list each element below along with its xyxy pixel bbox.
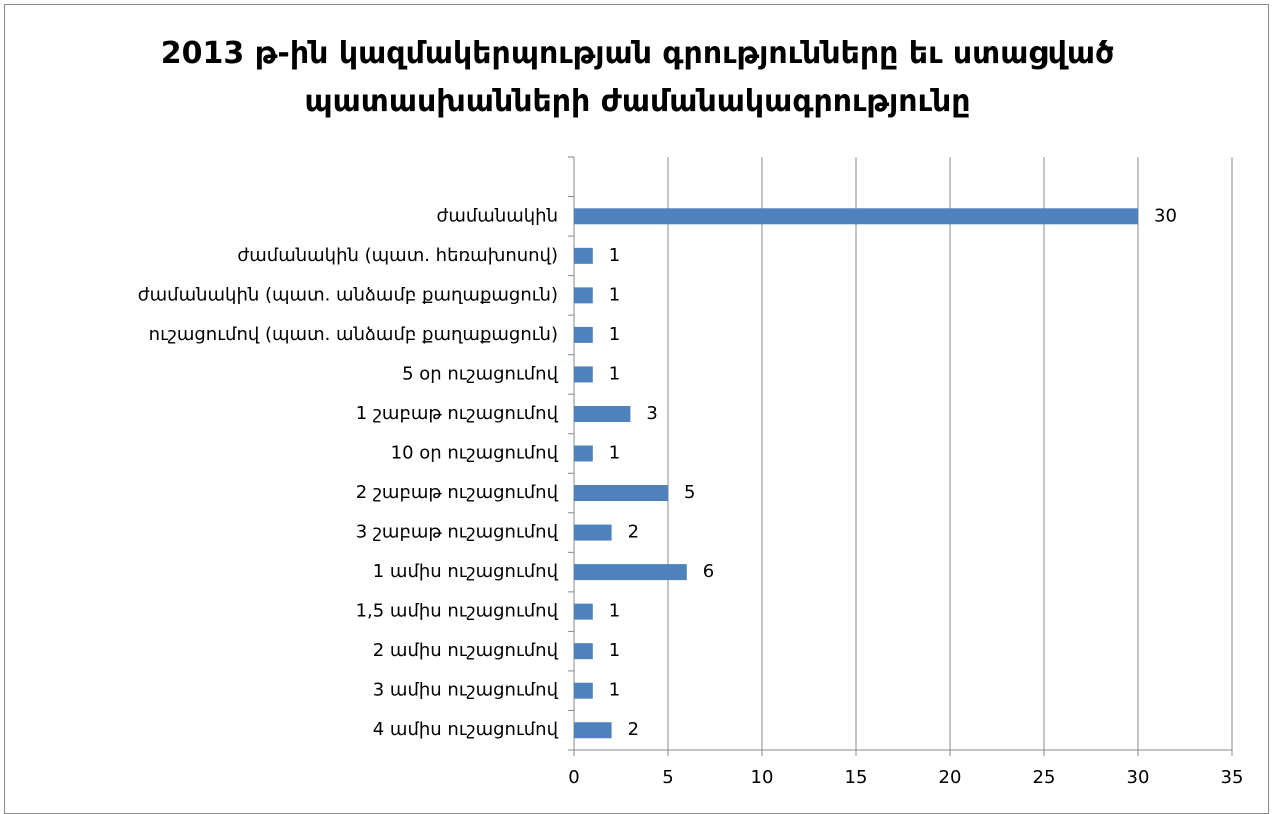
value-label: 1 bbox=[609, 284, 620, 305]
x-tick-label: 30 bbox=[1127, 767, 1150, 788]
value-label: 1 bbox=[609, 363, 620, 384]
y-tick-label: 3 շաբաթ ուշացումով bbox=[356, 522, 559, 543]
value-label: 1 bbox=[609, 443, 620, 464]
value-label: 1 bbox=[609, 601, 620, 622]
bar bbox=[574, 564, 687, 581]
y-tick-label: 5 օր ուշացումով bbox=[402, 363, 558, 384]
bar bbox=[574, 485, 668, 502]
y-tick-label: 1 շաբաթ ուշացումով bbox=[356, 403, 559, 424]
x-tick-label: 35 bbox=[1221, 767, 1244, 788]
bar bbox=[574, 208, 1138, 225]
value-label: 1 bbox=[609, 640, 620, 661]
y-tick-label: 1 ամիս ուշացումով bbox=[373, 561, 559, 582]
y-tick-label: ժամանակին (պատ. հեռախոսով) bbox=[237, 245, 558, 266]
bar bbox=[574, 366, 593, 383]
value-label: 5 bbox=[684, 482, 695, 503]
bar bbox=[574, 524, 612, 541]
bar bbox=[574, 682, 593, 699]
bar bbox=[574, 445, 593, 462]
y-tick-label: ժամանակին (պատ. անձամբ քաղաքացուն) bbox=[138, 284, 558, 305]
value-label: 3 bbox=[646, 403, 657, 424]
value-label: 1 bbox=[609, 680, 620, 701]
y-tick-label: ուշացումով (պատ. անձամբ քաղաքացուն) bbox=[149, 324, 558, 345]
y-tick-label: 3 ամիս ուշացումով bbox=[373, 680, 559, 701]
bar bbox=[574, 287, 593, 304]
x-tick-label: 0 bbox=[568, 767, 579, 788]
value-label: 2 bbox=[628, 522, 639, 543]
x-tick-label: 20 bbox=[939, 767, 962, 788]
value-label: 1 bbox=[609, 324, 620, 345]
x-tick-label: 5 bbox=[662, 767, 673, 788]
bar bbox=[574, 722, 612, 739]
bar bbox=[574, 247, 593, 264]
value-label: 6 bbox=[703, 561, 714, 582]
value-label: 1 bbox=[609, 245, 620, 266]
y-tick-label: 4 ամիս ուշացումով bbox=[373, 719, 559, 740]
y-tick-label: 2 ամիս ուշացումով bbox=[373, 640, 559, 661]
bar bbox=[574, 603, 593, 620]
bar bbox=[574, 643, 593, 660]
chart-title: 2013 թ-ին կազմակերպության գրությունները … bbox=[160, 36, 1115, 119]
x-tick-label: 15 bbox=[845, 767, 868, 788]
y-tick-label: 2 շաբաթ ուշացումով bbox=[356, 482, 559, 503]
bar bbox=[574, 405, 631, 422]
x-tick-label: 25 bbox=[1033, 767, 1056, 788]
x-tick-label: 10 bbox=[751, 767, 774, 788]
value-label: 2 bbox=[628, 719, 639, 740]
y-tick-label: ժամանակին bbox=[437, 205, 558, 226]
value-label: 30 bbox=[1154, 205, 1177, 226]
y-tick-label: 1,5 ամիս ուշացումով bbox=[356, 601, 559, 622]
y-tick-label: 10 օր ուշացումով bbox=[391, 443, 559, 464]
bar bbox=[574, 326, 593, 343]
